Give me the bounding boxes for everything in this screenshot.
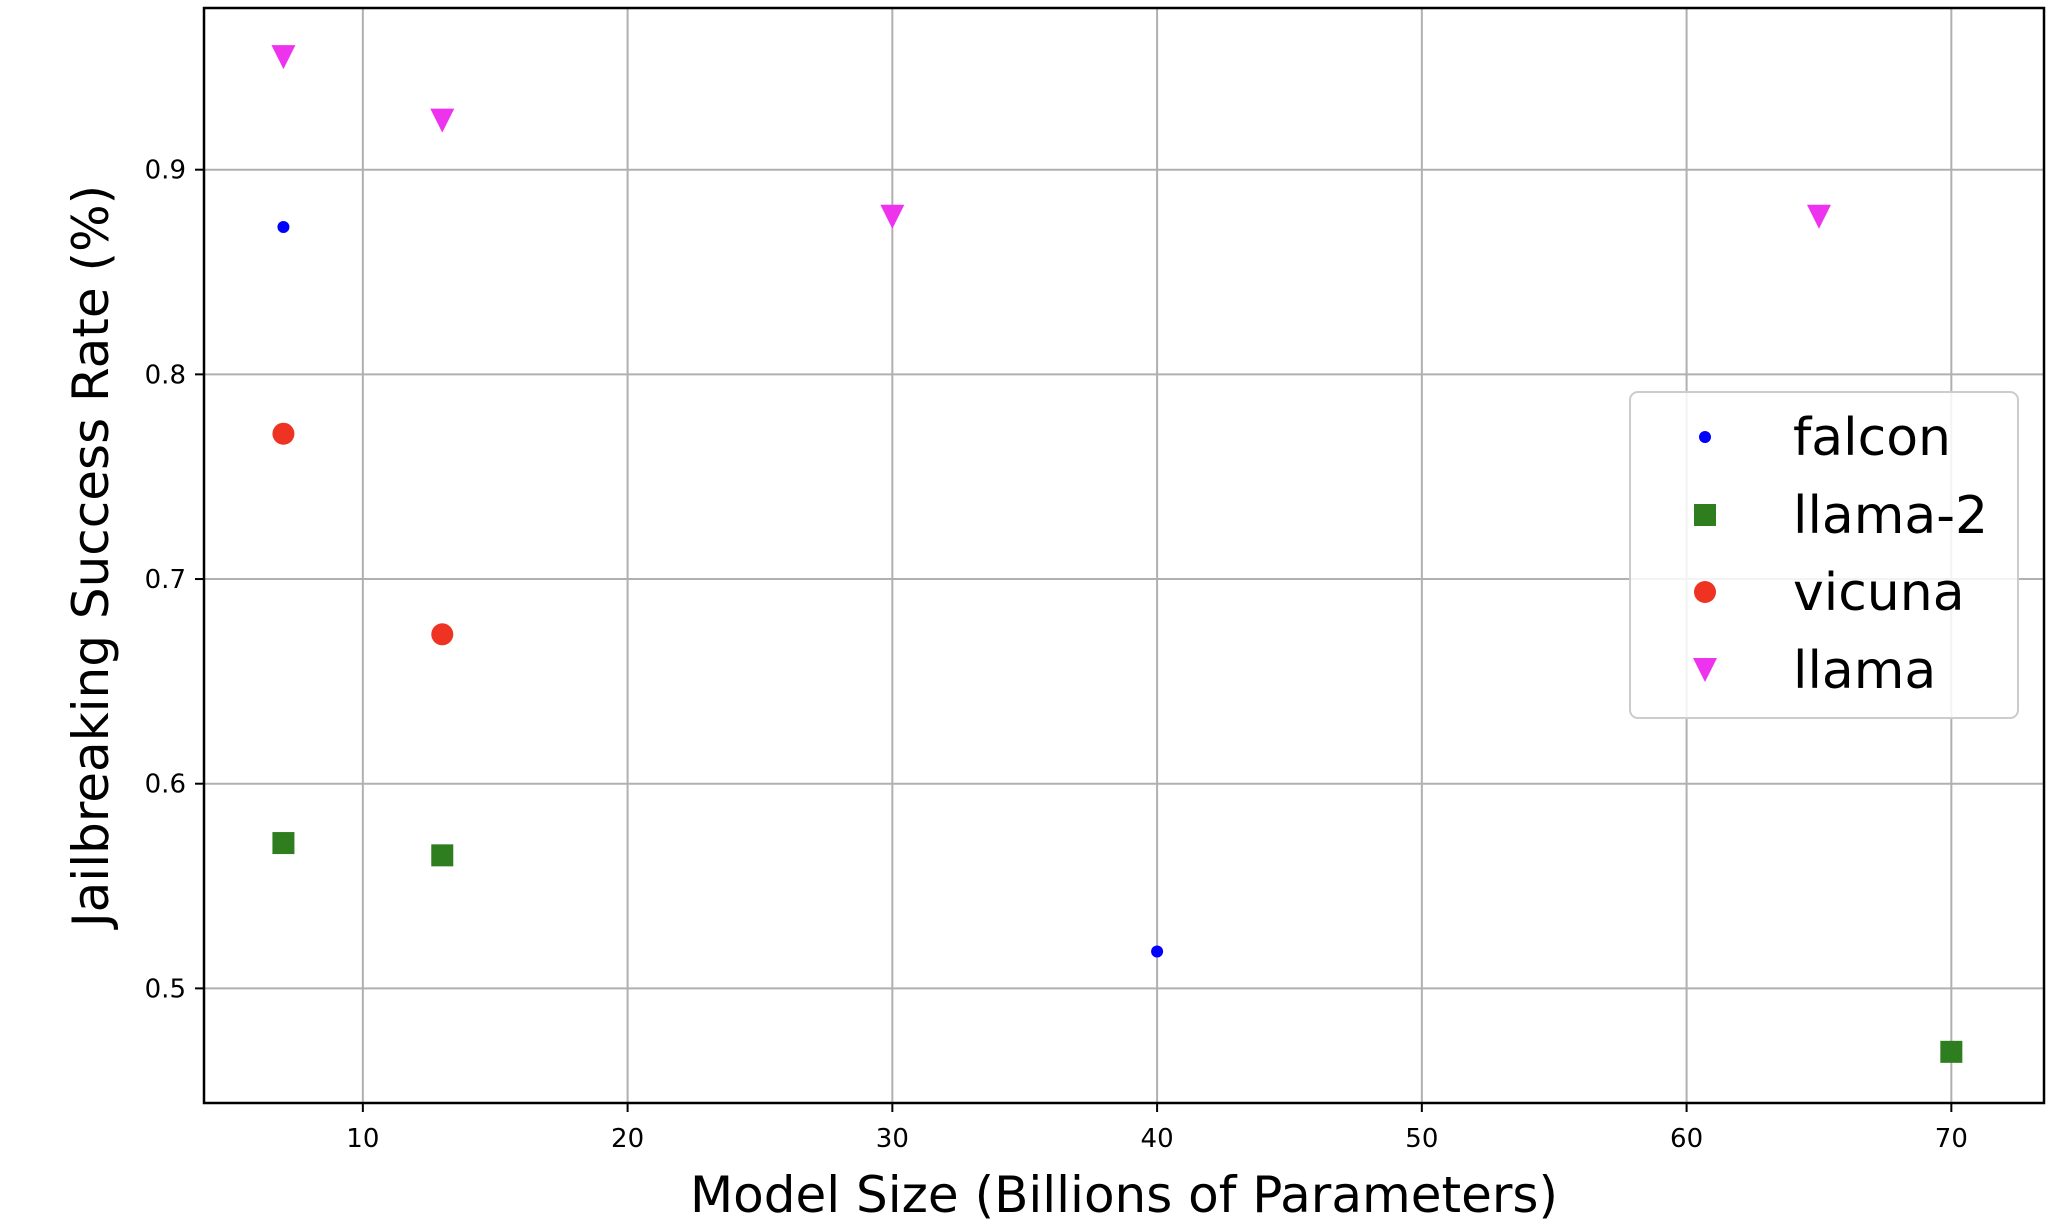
x-tick-label: 70: [1935, 1124, 1968, 1154]
y-axis-label: Jailbreaking Success Rate (%): [62, 185, 120, 930]
data-point-llama-2: [431, 844, 454, 867]
x-tick-label: 40: [1141, 1124, 1174, 1154]
y-tick-label: 0.6: [145, 770, 186, 800]
legend-label-llama: llama: [1793, 641, 1936, 701]
y-tick-label: 0.8: [145, 360, 186, 390]
x-tick-label: 10: [346, 1124, 379, 1154]
x-axis-ticks: 10 20 30 40 50 60 70: [346, 1103, 1968, 1154]
legend-label-vicuna: vicuna: [1793, 563, 1965, 623]
data-point-falcon: [277, 221, 290, 233]
data-point-llama: [271, 45, 296, 70]
data-point-llama: [430, 108, 455, 133]
data-point-vicuna: [431, 623, 454, 646]
x-tick-label: 50: [1405, 1124, 1438, 1154]
legend: falcon llama-2 vicuna llama: [1629, 391, 2019, 719]
data-point-vicuna: [272, 422, 295, 445]
x-axis-label: Model Size (Billions of Parameters): [690, 1166, 1558, 1224]
y-axis-ticks: 0.5 0.6 0.7 0.8 0.9: [145, 156, 204, 1004]
y-tick-label: 0.7: [145, 565, 186, 595]
legend-label-falcon: falcon: [1793, 408, 1951, 468]
x-tick-label: 60: [1670, 1124, 1703, 1154]
data-point-llama: [880, 204, 905, 229]
legend-marker-llama-2: [1694, 504, 1716, 526]
legend-marker-vicuna: [1694, 581, 1716, 603]
legend-label-llama-2: llama-2: [1793, 486, 1988, 546]
plot-frame: [202, 6, 2046, 1105]
x-tick-label: 20: [611, 1124, 644, 1154]
legend-marker-llama: [1693, 658, 1717, 682]
data-points: [271, 45, 1963, 1063]
data-point-llama-2: [1940, 1040, 1963, 1063]
data-point-falcon: [1151, 945, 1164, 958]
y-tick-label: 0.5: [145, 974, 186, 1004]
legend-box: [1629, 391, 2019, 719]
legend-marker-falcon: [1699, 431, 1711, 443]
y-tick-label: 0.9: [145, 156, 186, 186]
data-point-llama-2: [272, 832, 295, 855]
data-point-llama: [1806, 204, 1831, 229]
x-tick-label: 30: [876, 1124, 909, 1154]
